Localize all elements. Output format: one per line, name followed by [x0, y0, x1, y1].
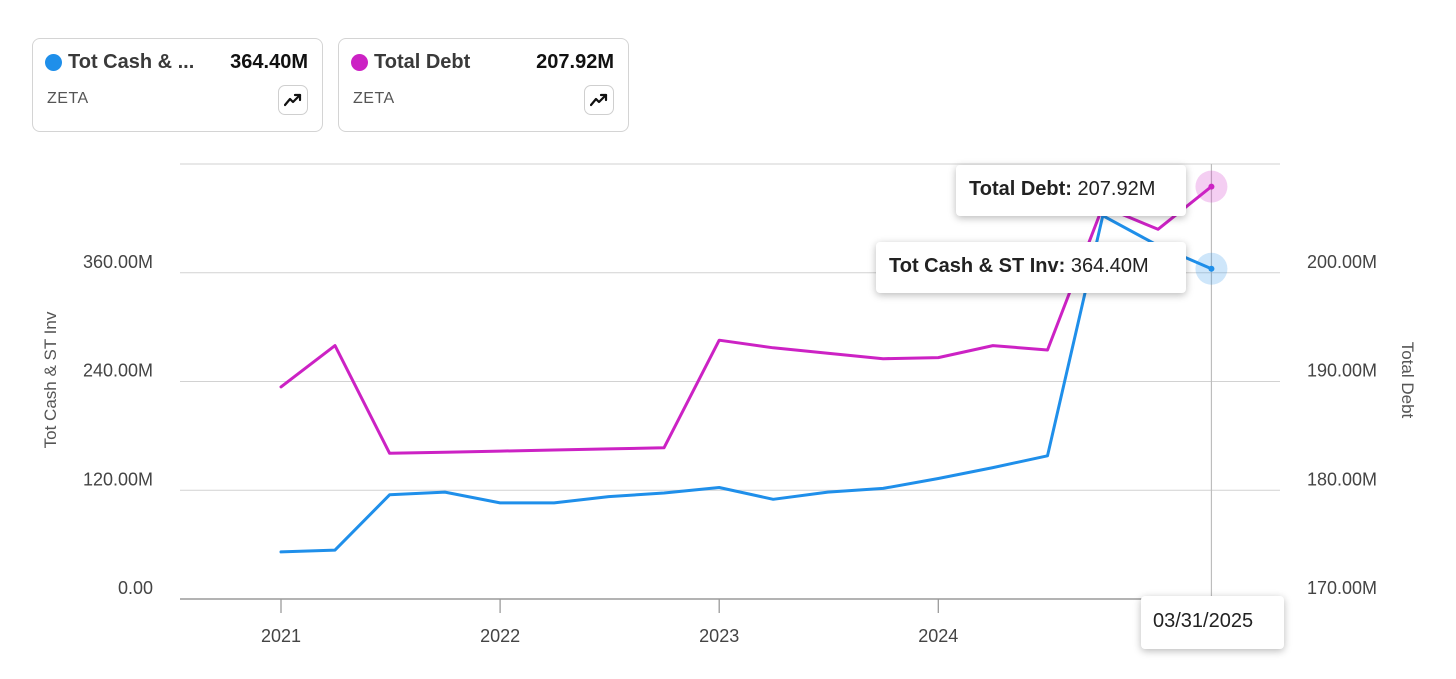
y-axis-right: 170.00M 180.00M 190.00M 200.00M — [1307, 252, 1377, 598]
tooltip-cash: Tot Cash & ST Inv: 364.40M — [876, 242, 1186, 293]
series-color-dot — [351, 54, 368, 71]
x-tick-label: 2021 — [261, 626, 301, 646]
y-tick-label-right: 190.00M — [1307, 361, 1377, 381]
series-value: 207.92M — [536, 51, 614, 73]
hover-marker-point — [1208, 265, 1215, 272]
tooltip-date: 03/31/2025 — [1141, 596, 1284, 649]
ticker-label: ZETA — [47, 90, 89, 107]
y-tick-label-right: 200.00M — [1307, 252, 1377, 272]
y-tick-label-left: 360.00M — [83, 252, 153, 272]
tooltip-debt-value: 207.92M — [1077, 178, 1156, 200]
y-axis-right-title: Total Debt — [1398, 342, 1417, 419]
trend-icon[interactable] — [584, 85, 614, 115]
x-axis: 20212022202320242 — [261, 599, 1163, 646]
series-line — [279, 185, 1213, 455]
tooltip-cash-label: Tot Cash & ST Inv: — [889, 255, 1066, 277]
hover-marker-point — [1208, 183, 1215, 190]
series-color-dot — [45, 54, 62, 71]
x-tick-label: 2022 — [480, 626, 520, 646]
tooltip-debt-label: Total Debt: — [969, 178, 1072, 200]
y-tick-label-left: 120.00M — [83, 469, 153, 489]
y-tick-label-left: 240.00M — [83, 361, 153, 381]
trend-icon[interactable] — [278, 85, 308, 115]
y-axis-left-title: Tot Cash & ST Inv — [41, 311, 60, 448]
tooltip-debt: Total Debt: 207.92M — [956, 165, 1186, 216]
series-line — [279, 214, 1213, 554]
series-lines — [279, 164, 1213, 605]
y-tick-label-left: 0.00 — [118, 578, 153, 598]
y-axis-left: 0.00 120.00M 240.00M 360.00M — [83, 252, 153, 598]
legend-card-cash[interactable]: Tot Cash & ... 364.40M ZETA — [32, 38, 323, 132]
tooltip-cash-value: 364.40M — [1070, 255, 1149, 277]
series-name: Total Debt — [374, 51, 471, 73]
hover-markers — [1195, 170, 1228, 285]
x-tick-label: 2024 — [918, 626, 958, 646]
legend-card-debt[interactable]: Total Debt 207.92M ZETA — [338, 38, 629, 132]
y-tick-label-right: 180.00M — [1307, 469, 1377, 489]
y-tick-label-right: 170.00M — [1307, 578, 1377, 598]
x-tick-label: 2023 — [699, 626, 739, 646]
series-value: 364.40M — [230, 51, 308, 73]
series-name: Tot Cash & ... — [68, 51, 195, 73]
gridlines — [180, 163, 1280, 600]
ticker-label: ZETA — [353, 90, 395, 107]
